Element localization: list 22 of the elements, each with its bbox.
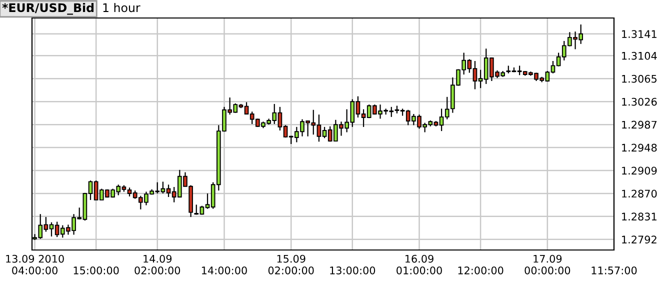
y-tick-label: 1.3141 (622, 30, 656, 38)
chart-title: *EUR/USD_Bid (2, 3, 94, 15)
x-tick-label: 16.09 01:00:00 (396, 254, 442, 274)
y-tick-label: 1.3065 (622, 74, 656, 83)
y-tick-label: 1.2948 (622, 144, 657, 152)
x-tick-label: 12:00:00 (458, 266, 504, 274)
x-tick-label: 13.09 2010 04:00:00 (6, 254, 64, 274)
x-tick-label: 15:00:00 (74, 266, 119, 274)
y-tick-label: 1.3104 (622, 52, 657, 60)
x-tick-label: 17.09 00:00:00 (524, 254, 570, 274)
y-tick-label: 1.2792 (622, 236, 656, 244)
y-tick-label: 1.3026 (622, 98, 657, 106)
x-tick-label: 11:57:00 (592, 266, 637, 274)
x-tick-label: 15.09 02:00:00 (268, 254, 314, 274)
y-tick-label: 1.2909 (622, 166, 657, 175)
x-tick-label: 14.09 02:00:00 (134, 254, 180, 274)
y-tick-label: 1.2831 (622, 212, 656, 221)
x-tick-label: 14:00:00 (202, 266, 247, 274)
chart-subtitle: 1 hour (103, 3, 140, 12)
x-tick-label: 13:00:00 (330, 266, 376, 274)
y-tick-label: 1.2870 (622, 190, 657, 198)
y-tick-label: 1.2987 (622, 120, 657, 129)
